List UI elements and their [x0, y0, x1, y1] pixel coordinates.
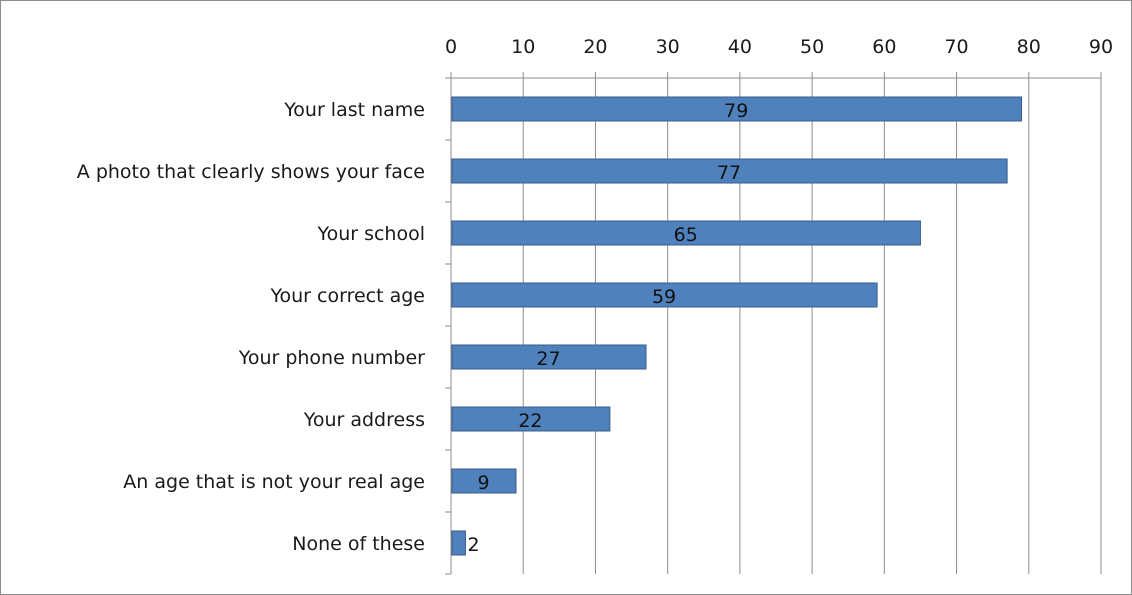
x-tick-label: 80 — [1017, 36, 1041, 58]
data-label: 65 — [674, 224, 698, 246]
category-label: A photo that clearly shows your face — [77, 161, 425, 183]
gridlines — [522, 78, 1102, 574]
x-tick-label: 40 — [728, 36, 752, 58]
x-tick-label: 20 — [583, 36, 607, 58]
category-label: None of these — [292, 533, 425, 555]
x-tick-label: 70 — [944, 36, 968, 58]
data-label: 22 — [518, 410, 542, 432]
category-label: Your address — [303, 409, 425, 431]
x-tick-label: 30 — [656, 36, 680, 58]
x-tick-label: 10 — [511, 36, 535, 58]
data-label: 9 — [477, 472, 489, 494]
data-label: 77 — [717, 162, 741, 184]
x-tick-label: 60 — [872, 36, 896, 58]
x-tick-label: 90 — [1089, 36, 1113, 58]
category-label: Your correct age — [269, 285, 425, 307]
bar-7 — [451, 468, 517, 494]
category-label: Your last name — [283, 99, 425, 121]
category-labels: Your last name A photo that clearly shows… — [77, 99, 425, 555]
data-label: 59 — [652, 286, 676, 308]
bar-1 — [451, 96, 1023, 122]
axes — [445, 72, 1102, 575]
data-label: 2 — [467, 534, 479, 556]
bar-8 — [451, 530, 466, 556]
x-tick-label: 0 — [445, 36, 457, 58]
bar-3 — [451, 220, 921, 246]
data-label: 79 — [724, 100, 748, 122]
category-label: An age that is not your real age — [123, 471, 425, 493]
x-tick-label: 50 — [800, 36, 824, 58]
data-label: 27 — [536, 348, 560, 370]
bar-4 — [451, 282, 878, 308]
bars — [451, 96, 1023, 556]
category-label: Your school — [316, 223, 425, 245]
bar-5 — [451, 344, 647, 370]
bar-2 — [451, 158, 1008, 184]
bar-6 — [451, 406, 611, 432]
data-labels: 79 77 65 59 27 22 9 2 — [467, 100, 748, 556]
category-label: Your phone number — [238, 347, 425, 369]
x-tick-labels: 0 10 20 30 40 50 60 70 80 90 — [445, 36, 1113, 58]
